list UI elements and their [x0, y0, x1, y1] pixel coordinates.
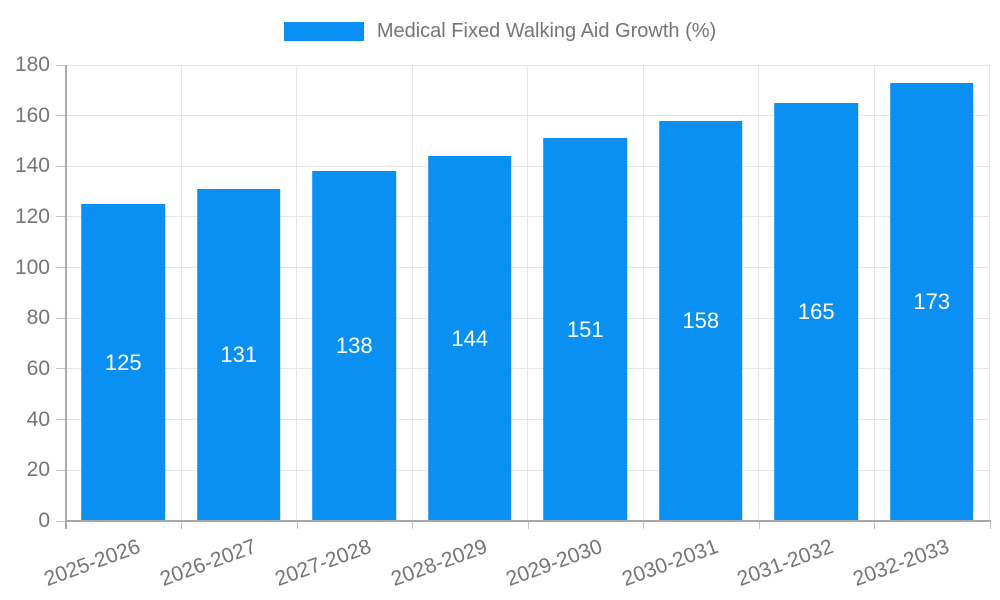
x-axis-label-2032-2033: 2032-2033 [849, 535, 953, 591]
x-tick-7 [874, 521, 875, 529]
x-tick-2 [296, 521, 298, 529]
bar-value-label: 125 [104, 349, 142, 375]
x-tick-3 [412, 521, 413, 529]
gridline-y-180 [66, 64, 990, 66]
x-axis-label-2026-2027: 2026-2027 [156, 535, 260, 591]
legend-swatch-icon [283, 22, 364, 41]
x-axis-label-2025-2026: 2025-2026 [41, 535, 144, 591]
category-slot-2030-2031: 158 [644, 65, 759, 521]
bar-2027-2028: 138 [312, 171, 397, 521]
y-axis-line [65, 65, 67, 529]
y-axis-label-160: 160 [14, 103, 50, 127]
legend[interactable]: Medical Fixed Walking Aid Growth (%) [0, 20, 1000, 43]
legend-label: Medical Fixed Walking Aid Growth (%) [376, 20, 717, 42]
y-axis-label-20: 20 [26, 458, 50, 482]
x-tick-8 [989, 521, 991, 529]
gridline-y-80 [66, 317, 990, 319]
x-axis-line [65, 520, 991, 522]
category-slot-2027-2028: 138 [297, 65, 413, 521]
bar-value-label: 144 [451, 325, 489, 351]
y-tick-120 [56, 216, 66, 218]
category-slot-2029-2030: 151 [528, 65, 644, 521]
y-tick-40 [56, 419, 66, 421]
y-axis-label-120: 120 [14, 204, 50, 228]
x-axis-label-2027-2028: 2027-2028 [272, 535, 375, 591]
bar-2026-2027: 131 [196, 189, 281, 521]
bar-value-label: 131 [220, 342, 258, 368]
bar-2031-2032: 165 [774, 103, 859, 521]
y-axis-label-80: 80 [26, 306, 50, 330]
gridline-y-100 [66, 267, 990, 269]
x-tick-5 [643, 521, 644, 529]
y-tick-100 [56, 267, 66, 269]
y-tick-80 [56, 317, 66, 319]
category-slot-2028-2029: 144 [413, 65, 528, 521]
y-axis-label-100: 100 [14, 255, 50, 279]
gridline-y-120 [66, 216, 990, 218]
bar-2025-2026: 125 [81, 204, 166, 521]
plot-area: 125 131 138 144 151 158 165 173 0 20 40 60 80 100 120… [15, 54, 991, 591]
gridline-y-20 [66, 469, 990, 471]
bar-value-label: 138 [335, 333, 373, 359]
x-tick-4 [527, 521, 529, 529]
y-axis-label-40: 40 [26, 407, 50, 431]
y-axis-label-0: 0 [38, 509, 50, 532]
category-slot-2025-2026: 125 [66, 65, 182, 521]
bar-value-label: 158 [682, 307, 720, 333]
category-slot-2026-2027: 131 [182, 65, 297, 521]
gridline-y-40 [66, 419, 990, 421]
y-axis-label-140: 140 [14, 154, 50, 178]
y-axis-label-180: 180 [14, 53, 50, 76]
x-axis-labels: 2025-2026 2026-2027 2027-2028 2028-2029 2029… [41, 521, 990, 591]
x-tick-6 [758, 521, 760, 529]
gridline-y-140 [66, 165, 990, 167]
bar-slots: 125 131 138 144 151 158 165 173 [66, 65, 990, 521]
y-tick-0 [56, 520, 66, 522]
bar-2029-2030: 151 [543, 138, 628, 521]
x-axis-label-2031-2032: 2031-2032 [734, 535, 837, 591]
bar-2030-2031: 158 [658, 120, 743, 521]
y-tick-180 [56, 64, 66, 66]
gridline-y-60 [66, 368, 990, 370]
y-tick-20 [56, 469, 66, 471]
bar-2028-2029: 144 [427, 156, 512, 521]
gridline-y-160 [66, 115, 990, 117]
y-axis-label-60: 60 [26, 356, 50, 380]
y-tick-140 [56, 165, 66, 167]
category-slot-2031-2032: 165 [759, 65, 875, 521]
bar-value-label: 173 [913, 288, 951, 314]
x-tick-1 [181, 521, 182, 529]
x-axis-label-2030-2031: 2030-2031 [618, 535, 722, 591]
category-slot-2032-2033: 173 [875, 65, 990, 521]
bar-value-label: 165 [797, 299, 835, 324]
bar-2032-2033: 173 [889, 82, 974, 521]
y-tick-160 [56, 115, 66, 117]
x-axis-label-2028-2029: 2028-2029 [387, 535, 491, 591]
bar-value-label: 151 [566, 316, 604, 342]
x-axis-label-2029-2030: 2029-2030 [503, 535, 606, 591]
y-tick-60 [56, 368, 66, 370]
